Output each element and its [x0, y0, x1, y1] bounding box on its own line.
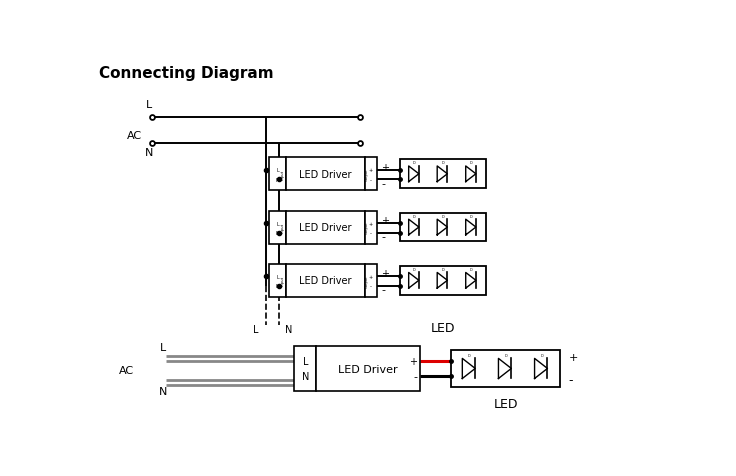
Text: +: + [369, 274, 373, 279]
Text: N: N [302, 371, 309, 381]
Text: LED Driver: LED Driver [299, 223, 352, 233]
Text: +: + [381, 269, 389, 279]
Text: N: N [285, 324, 292, 334]
Bar [286, 211, 364, 244]
Text: LED Driver: LED Driver [299, 169, 352, 179]
Text: -: - [413, 371, 417, 381]
Text: +: + [409, 357, 417, 367]
Text: +: + [568, 352, 578, 362]
Bar [286, 264, 364, 297]
Text: -: - [381, 285, 385, 295]
Text: N: N [275, 231, 279, 236]
Text: N: N [275, 284, 279, 289]
Text: L: L [276, 221, 279, 226]
Text: L: L [253, 324, 258, 334]
Text: LED: LED [431, 321, 455, 334]
Text: +: + [381, 216, 389, 226]
Bar [400, 160, 486, 188]
Text: D: D [442, 214, 444, 218]
Text: Input: Input [281, 222, 285, 233]
Text: Output: Output [365, 275, 369, 287]
Text: Input: Input [281, 169, 285, 179]
Text: -: - [370, 231, 372, 236]
Text: Output: Output [365, 168, 369, 181]
Text: D: D [442, 161, 444, 165]
Text: D: D [468, 353, 471, 357]
Bar [269, 211, 286, 244]
Bar [364, 211, 377, 244]
Text: AC: AC [118, 366, 134, 376]
Bar [364, 158, 377, 191]
Text: +: + [381, 162, 389, 172]
Text: D: D [470, 268, 473, 271]
Text: L: L [302, 357, 308, 367]
Text: AC: AC [127, 131, 142, 141]
Text: -: - [370, 178, 372, 182]
Text: D: D [504, 353, 507, 357]
Text: -: - [381, 232, 385, 242]
Text: Output: Output [365, 221, 369, 234]
Text: D: D [470, 214, 473, 218]
Bar [269, 264, 286, 297]
Text: -: - [381, 178, 385, 188]
Text: N: N [159, 386, 168, 396]
Text: +: + [369, 221, 373, 226]
Text: D: D [413, 214, 416, 218]
Text: L: L [146, 100, 152, 110]
Text: LED Driver: LED Driver [299, 276, 352, 286]
Bar [400, 267, 486, 295]
Bar [294, 347, 316, 391]
Text: N: N [275, 178, 279, 182]
Text: LED Driver: LED Driver [339, 364, 398, 374]
Bar [364, 264, 377, 297]
Text: L: L [160, 342, 166, 352]
Text: D: D [442, 268, 444, 271]
Bar [451, 350, 559, 387]
Text: D: D [540, 353, 543, 357]
Text: L: L [276, 274, 279, 279]
Text: -: - [568, 373, 573, 386]
Bar [286, 158, 364, 191]
Text: LED: LED [493, 397, 518, 410]
Bar [269, 158, 286, 191]
Text: D: D [413, 161, 416, 165]
Text: D: D [470, 161, 473, 165]
Text: L: L [276, 168, 279, 173]
Bar [400, 213, 486, 242]
Text: N: N [145, 148, 153, 158]
Text: D: D [413, 268, 416, 271]
Text: Input: Input [281, 276, 285, 286]
Text: +: + [369, 168, 373, 173]
Text: -: - [370, 284, 372, 289]
Text: Connecting Diagram: Connecting Diagram [99, 66, 274, 81]
Bar [316, 347, 420, 391]
